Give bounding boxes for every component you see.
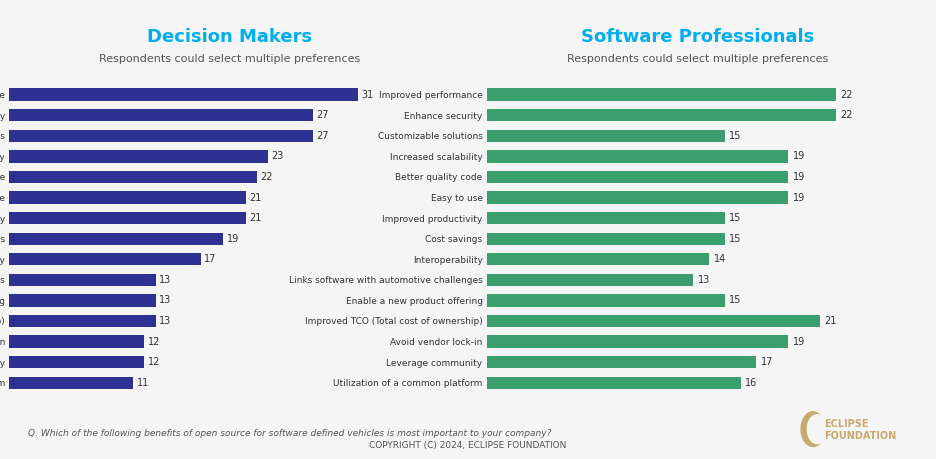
Text: Q. Which of the following benefits of open source for software defined vehicles : Q. Which of the following benefits of op… xyxy=(28,429,551,438)
Text: 13: 13 xyxy=(159,275,171,285)
Text: 13: 13 xyxy=(697,275,710,285)
Bar xyxy=(487,212,724,224)
Text: 13: 13 xyxy=(159,316,171,326)
Text: Respondents could select multiple preferences: Respondents could select multiple prefer… xyxy=(566,54,828,64)
Bar xyxy=(9,376,133,389)
Bar xyxy=(9,191,246,204)
Bar xyxy=(487,336,788,348)
Text: COPYRIGHT (C) 2024, ECLIPSE FOUNDATION: COPYRIGHT (C) 2024, ECLIPSE FOUNDATION xyxy=(370,441,566,450)
Text: 15: 15 xyxy=(729,234,742,244)
Text: 12: 12 xyxy=(148,357,160,367)
Text: 22: 22 xyxy=(841,110,853,120)
Circle shape xyxy=(801,412,825,447)
Bar xyxy=(9,356,144,368)
Bar xyxy=(9,109,314,121)
Text: 19: 19 xyxy=(793,192,805,202)
Text: ECLIPSE
FOUNDATION: ECLIPSE FOUNDATION xyxy=(824,419,896,441)
Bar xyxy=(487,129,724,142)
Text: 19: 19 xyxy=(227,234,239,244)
Bar xyxy=(9,150,269,162)
Text: 16: 16 xyxy=(745,378,757,388)
Text: 27: 27 xyxy=(316,110,329,120)
Text: 17: 17 xyxy=(204,254,216,264)
Text: 11: 11 xyxy=(137,378,149,388)
Bar xyxy=(487,109,836,121)
Bar xyxy=(9,315,155,327)
Bar xyxy=(9,274,155,286)
Bar xyxy=(487,294,724,307)
Text: 15: 15 xyxy=(729,213,742,223)
Text: 27: 27 xyxy=(316,131,329,141)
Text: Software Professionals: Software Professionals xyxy=(580,28,814,46)
Text: 13: 13 xyxy=(159,296,171,305)
Bar xyxy=(9,253,200,265)
Bar xyxy=(9,89,358,101)
Text: 22: 22 xyxy=(260,172,273,182)
Bar xyxy=(487,376,740,389)
Text: 21: 21 xyxy=(249,213,261,223)
Bar xyxy=(9,294,155,307)
Bar xyxy=(9,212,246,224)
Bar xyxy=(487,89,836,101)
Text: 22: 22 xyxy=(841,90,853,100)
Text: 21: 21 xyxy=(825,316,837,326)
Text: 12: 12 xyxy=(148,336,160,347)
Bar xyxy=(9,336,144,348)
Text: 19: 19 xyxy=(793,336,805,347)
Text: 14: 14 xyxy=(713,254,725,264)
Text: 21: 21 xyxy=(249,192,261,202)
Bar xyxy=(9,129,314,142)
Text: 19: 19 xyxy=(793,151,805,162)
Bar xyxy=(487,356,756,368)
Bar xyxy=(9,171,257,183)
Text: 15: 15 xyxy=(729,131,742,141)
Text: 15: 15 xyxy=(729,296,742,305)
Bar xyxy=(487,315,820,327)
Text: 23: 23 xyxy=(271,151,284,162)
Bar xyxy=(487,253,709,265)
Text: 17: 17 xyxy=(761,357,773,367)
Bar xyxy=(487,171,788,183)
Text: Respondents could select multiple preferences: Respondents could select multiple prefer… xyxy=(98,54,360,64)
Text: Decision Makers: Decision Makers xyxy=(147,28,312,46)
Bar xyxy=(487,233,724,245)
Bar xyxy=(487,274,693,286)
Bar xyxy=(487,191,788,204)
Bar xyxy=(9,233,224,245)
Circle shape xyxy=(808,415,827,443)
Text: 31: 31 xyxy=(361,90,374,100)
Text: 19: 19 xyxy=(793,172,805,182)
Bar xyxy=(487,150,788,162)
